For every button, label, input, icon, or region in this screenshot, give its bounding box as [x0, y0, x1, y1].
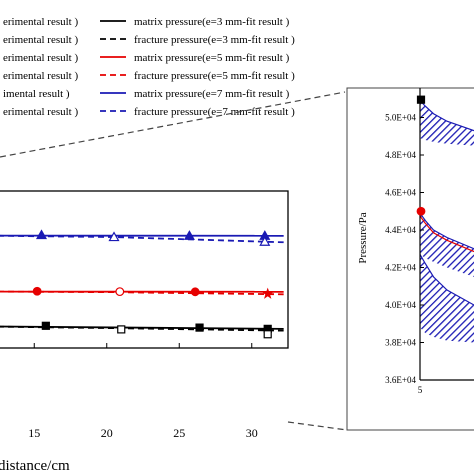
legend-line-label: matrix pressure(e=3 mm-fit result ) — [134, 16, 290, 28]
inset-y-axis-title: Pressure/Pa — [357, 212, 369, 263]
data-point-e3-square — [195, 323, 204, 332]
x-tick-label: 15 — [28, 426, 40, 440]
inset-y-tick-label: 4.6E+04 — [385, 188, 416, 198]
inset-y-tick-label: 4.8E+04 — [385, 150, 416, 160]
main-chart: 15 20 25 30 distance/cm — [0, 190, 289, 474]
legend-marker-label: erimental result ) — [3, 106, 78, 118]
inset-data-point-square — [416, 95, 426, 104]
legend-marker-label: erimental result ) — [3, 34, 78, 46]
legend-marker-label: erimental result ) — [3, 16, 78, 28]
inset-fit-curve — [420, 215, 474, 253]
data-point-e5-circle — [115, 287, 125, 297]
data-point-e3-square — [41, 321, 50, 330]
legend-line-label: matrix pressure(e=5 mm-fit result ) — [134, 52, 290, 64]
inset-y-tick-label: 4.4E+04 — [385, 225, 416, 235]
hatched-band-1 — [420, 213, 474, 277]
legend-marker-label: imental result ) — [3, 88, 70, 100]
legend: erimental result ) matrix pressure(e=3 mm… — [3, 16, 295, 118]
x-tick-label: 20 — [101, 426, 113, 440]
data-point-e7-triangle — [183, 230, 195, 240]
legend-marker-label: erimental result ) — [3, 52, 78, 64]
data-point-e7-triangle — [259, 236, 271, 246]
data-point-e3-square — [263, 330, 272, 339]
legend-line-label: matrix pressure(e=7 mm-fit result ) — [134, 88, 290, 100]
inset-y-tick-label: 4.2E+04 — [385, 263, 416, 273]
band-upper-curve-2 — [420, 254, 474, 306]
zoom-connector-bottom — [287, 421, 348, 431]
inset-y-tick-label: 5.0E+04 — [385, 113, 416, 123]
inset-data-point-circle — [416, 206, 426, 216]
hatched-band-2 — [420, 254, 474, 343]
hatched-band-0 — [420, 100, 474, 146]
inset-y-tick-label: 3.6E+04 — [385, 375, 416, 385]
data-point-e3-square — [117, 325, 126, 334]
x-axis-title: distance/cm — [0, 458, 70, 474]
legend-marker-label: erimental result ) — [3, 70, 78, 82]
inset-y-tick-label: 4.0E+04 — [385, 300, 416, 310]
data-point-e7-triangle — [35, 229, 48, 240]
band-upper-curve-0 — [420, 100, 474, 132]
x-tick-label: 25 — [173, 426, 185, 440]
legend-line-label: fracture pressure(e=5 mm-fit result ) — [134, 70, 295, 82]
inset-chart: 3.6E+04 3.8E+04 4.0E+04 4.2E+04 4.4E+04 4.6E+… — [346, 87, 474, 431]
data-point-e5-circle — [190, 287, 200, 297]
data-point-e5-star — [261, 287, 274, 299]
zoom-connector-top — [0, 91, 346, 158]
legend-line-label: fracture pressure(e=7 mm-fit result ) — [134, 106, 295, 118]
band-upper-curve-1 — [420, 212, 474, 250]
main-plot-frame — [0, 190, 289, 349]
inset-y-tick-label: 3.8E+04 — [385, 338, 416, 348]
x-tick-label: 30 — [246, 426, 258, 440]
data-point-e5-circle — [32, 286, 42, 296]
inset-x-tick-label: 5 — [418, 385, 423, 395]
legend-line-label: fracture pressure(e=3 mm-fit result ) — [134, 34, 295, 46]
data-point-e7-triangle — [108, 231, 120, 242]
